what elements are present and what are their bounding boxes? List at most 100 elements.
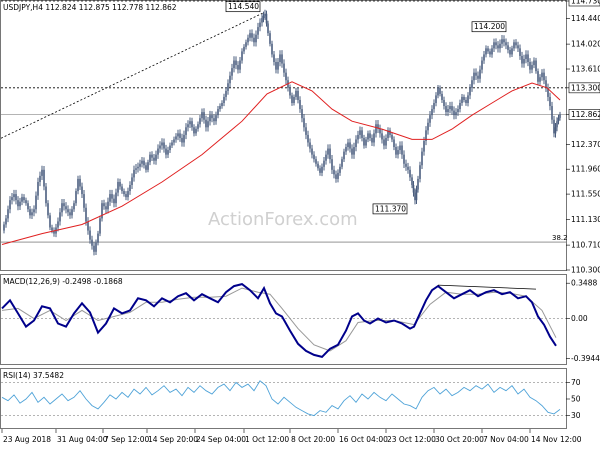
candle-body — [453, 110, 455, 116]
candle-body — [181, 137, 183, 143]
annotation-box-1 — [471, 21, 507, 33]
candle-body — [529, 62, 531, 70]
candle-body — [447, 109, 449, 113]
candle-body — [505, 42, 507, 46]
candle-body — [541, 72, 543, 78]
time-tick-label: 31 Aug 04:00 — [57, 435, 108, 444]
candle-body — [169, 145, 171, 151]
candle-body — [521, 55, 523, 64]
candle-body — [243, 46, 245, 52]
candle-body — [265, 13, 268, 24]
candle-body — [343, 151, 345, 160]
candle-body — [349, 142, 351, 149]
annotation-box-0 — [225, 1, 261, 13]
candle-body — [315, 159, 317, 164]
price-tick-label: 113.300 — [571, 83, 600, 92]
candle-body — [109, 194, 111, 202]
candle-body — [289, 87, 291, 96]
annotation-label-1: 114.200 — [474, 22, 505, 31]
price-panel — [0, 0, 567, 271]
macd-divergence-line — [437, 284, 537, 290]
candle-body — [262, 15, 265, 19]
candle-body — [79, 178, 81, 187]
candle-body — [525, 54, 527, 59]
candle-body — [485, 48, 487, 55]
candle-body — [481, 60, 483, 70]
candle-body — [397, 150, 399, 155]
candle-body — [9, 200, 11, 210]
time-tick-label: 23 Oct 12:00 — [387, 435, 436, 444]
candle-body — [93, 245, 95, 252]
candle-body — [129, 184, 131, 192]
candle-body — [337, 172, 339, 179]
candle-body — [463, 96, 465, 100]
candle-body — [167, 150, 169, 155]
candle-body — [383, 139, 385, 146]
candle-body — [107, 201, 109, 210]
candle-body — [401, 145, 403, 155]
candle-body — [217, 109, 219, 116]
candle-body — [517, 45, 519, 49]
annotation-label-2: 111.370 — [375, 204, 406, 213]
candle-body — [489, 51, 491, 55]
candle-body — [159, 145, 161, 149]
candle-body — [305, 127, 307, 135]
candle-body — [155, 154, 157, 161]
candle-body — [277, 62, 279, 70]
candle-body — [7, 209, 9, 219]
candle-body — [221, 103, 223, 107]
candle-body — [279, 54, 281, 63]
candle-body — [459, 103, 461, 110]
rsi-tick-label: 50 — [571, 395, 581, 404]
candle-body — [285, 72, 287, 81]
price-tick-label: 112.370 — [571, 140, 600, 149]
rsi-line — [1, 380, 561, 417]
candle-body — [205, 119, 207, 128]
candle-body — [335, 174, 337, 179]
time-tick-label: 23 Aug 2018 — [3, 435, 51, 444]
candle-body — [99, 218, 101, 234]
candle-body — [17, 200, 19, 207]
candle-body — [375, 124, 377, 134]
candle-body — [11, 197, 13, 201]
candle-body — [483, 54, 485, 61]
candle-body — [347, 142, 349, 148]
watermark: ActionForex.com — [208, 209, 358, 230]
candle-body — [507, 45, 509, 50]
candle-body — [291, 95, 293, 104]
candle-body — [437, 87, 439, 96]
candle-body — [423, 140, 425, 152]
candle-body — [173, 139, 175, 143]
price-tick-label: 112.862 — [571, 110, 600, 119]
rsi-tick-label: 70 — [571, 378, 581, 387]
candle-body — [409, 169, 411, 178]
price-tick-label: 110.300 — [571, 266, 600, 275]
candle-body — [15, 194, 17, 201]
candle-body — [351, 148, 353, 155]
candle-body — [293, 96, 295, 104]
candle-body — [531, 65, 533, 70]
macd-tick-label: -0.3944 — [571, 354, 600, 363]
candle-body — [67, 209, 69, 213]
candle-body — [23, 197, 25, 201]
candle-body — [421, 151, 423, 166]
candle-body — [239, 60, 241, 70]
candle-body — [21, 197, 23, 202]
candle-body — [189, 121, 191, 125]
candle-body — [211, 115, 213, 119]
candle-body — [273, 54, 275, 63]
candle-body — [313, 154, 315, 160]
candle-body — [39, 175, 41, 182]
candle-body — [445, 106, 447, 113]
candle-body — [535, 60, 537, 72]
candle-body — [143, 160, 145, 166]
candle-body — [77, 178, 79, 192]
candle-body — [495, 42, 497, 46]
candle-body — [377, 124, 379, 129]
candle-body — [333, 169, 335, 175]
candle-body — [157, 148, 159, 155]
candle-body — [185, 127, 187, 135]
